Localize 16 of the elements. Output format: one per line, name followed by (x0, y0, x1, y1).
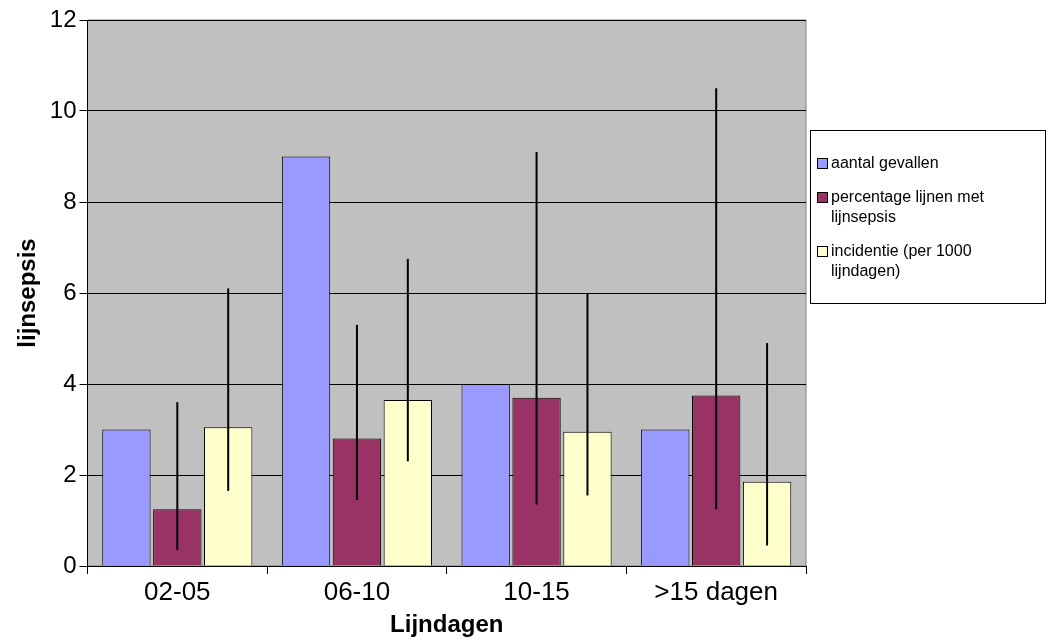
x-tick-label: 06-10 (323, 575, 391, 606)
y-tick-label: 4 (63, 368, 77, 396)
x-tick-label: 02-05 (144, 575, 211, 606)
y-tick-label: 6 (63, 277, 77, 305)
x-axis-title: Lijndagen (390, 610, 504, 638)
y-axis-title: lijnsepsis (13, 238, 41, 348)
y-tick-label: 2 (63, 459, 77, 487)
x-tick-label: 10-15 (503, 575, 570, 606)
y-tick-label: 0 (63, 550, 77, 578)
x-tick-label: >15 dagen (654, 575, 779, 606)
y-tick-label: 10 (49, 95, 77, 123)
legend-label: aantal gevallen (831, 153, 939, 173)
y-tick-label: 12 (49, 4, 77, 32)
legend-label: incidentie (per 1000 lijndagen) (831, 241, 973, 281)
legend-label: percentage lijnen met lijnsepsis (831, 187, 985, 227)
y-tick-label: 8 (63, 186, 77, 214)
